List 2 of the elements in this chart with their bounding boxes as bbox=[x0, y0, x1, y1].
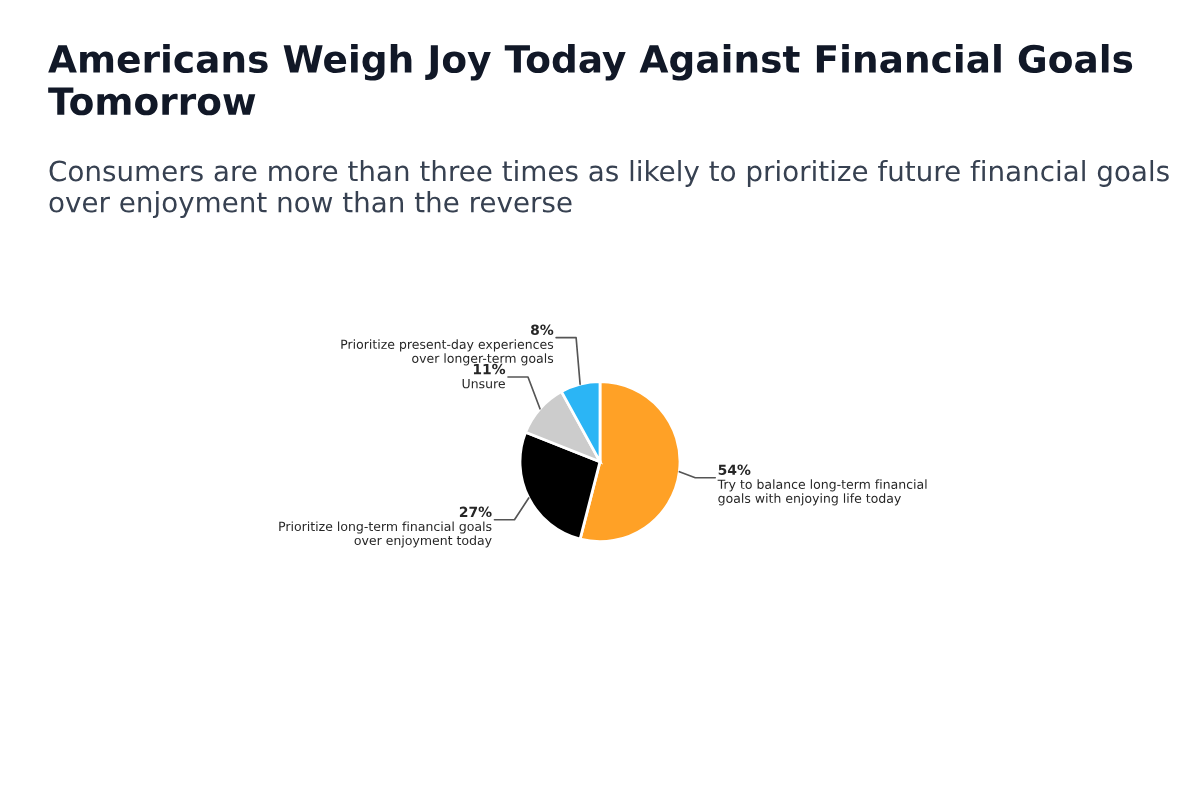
chart-subtitle: Consumers are more than three times as likely to prioritize future financial goals over enjoyment now than the reverse bbox=[49, 160, 1169, 218]
chart-title: Americans Weigh Joy Today Against Financial Goals Tomorrow bbox=[48, 44, 1133, 116]
